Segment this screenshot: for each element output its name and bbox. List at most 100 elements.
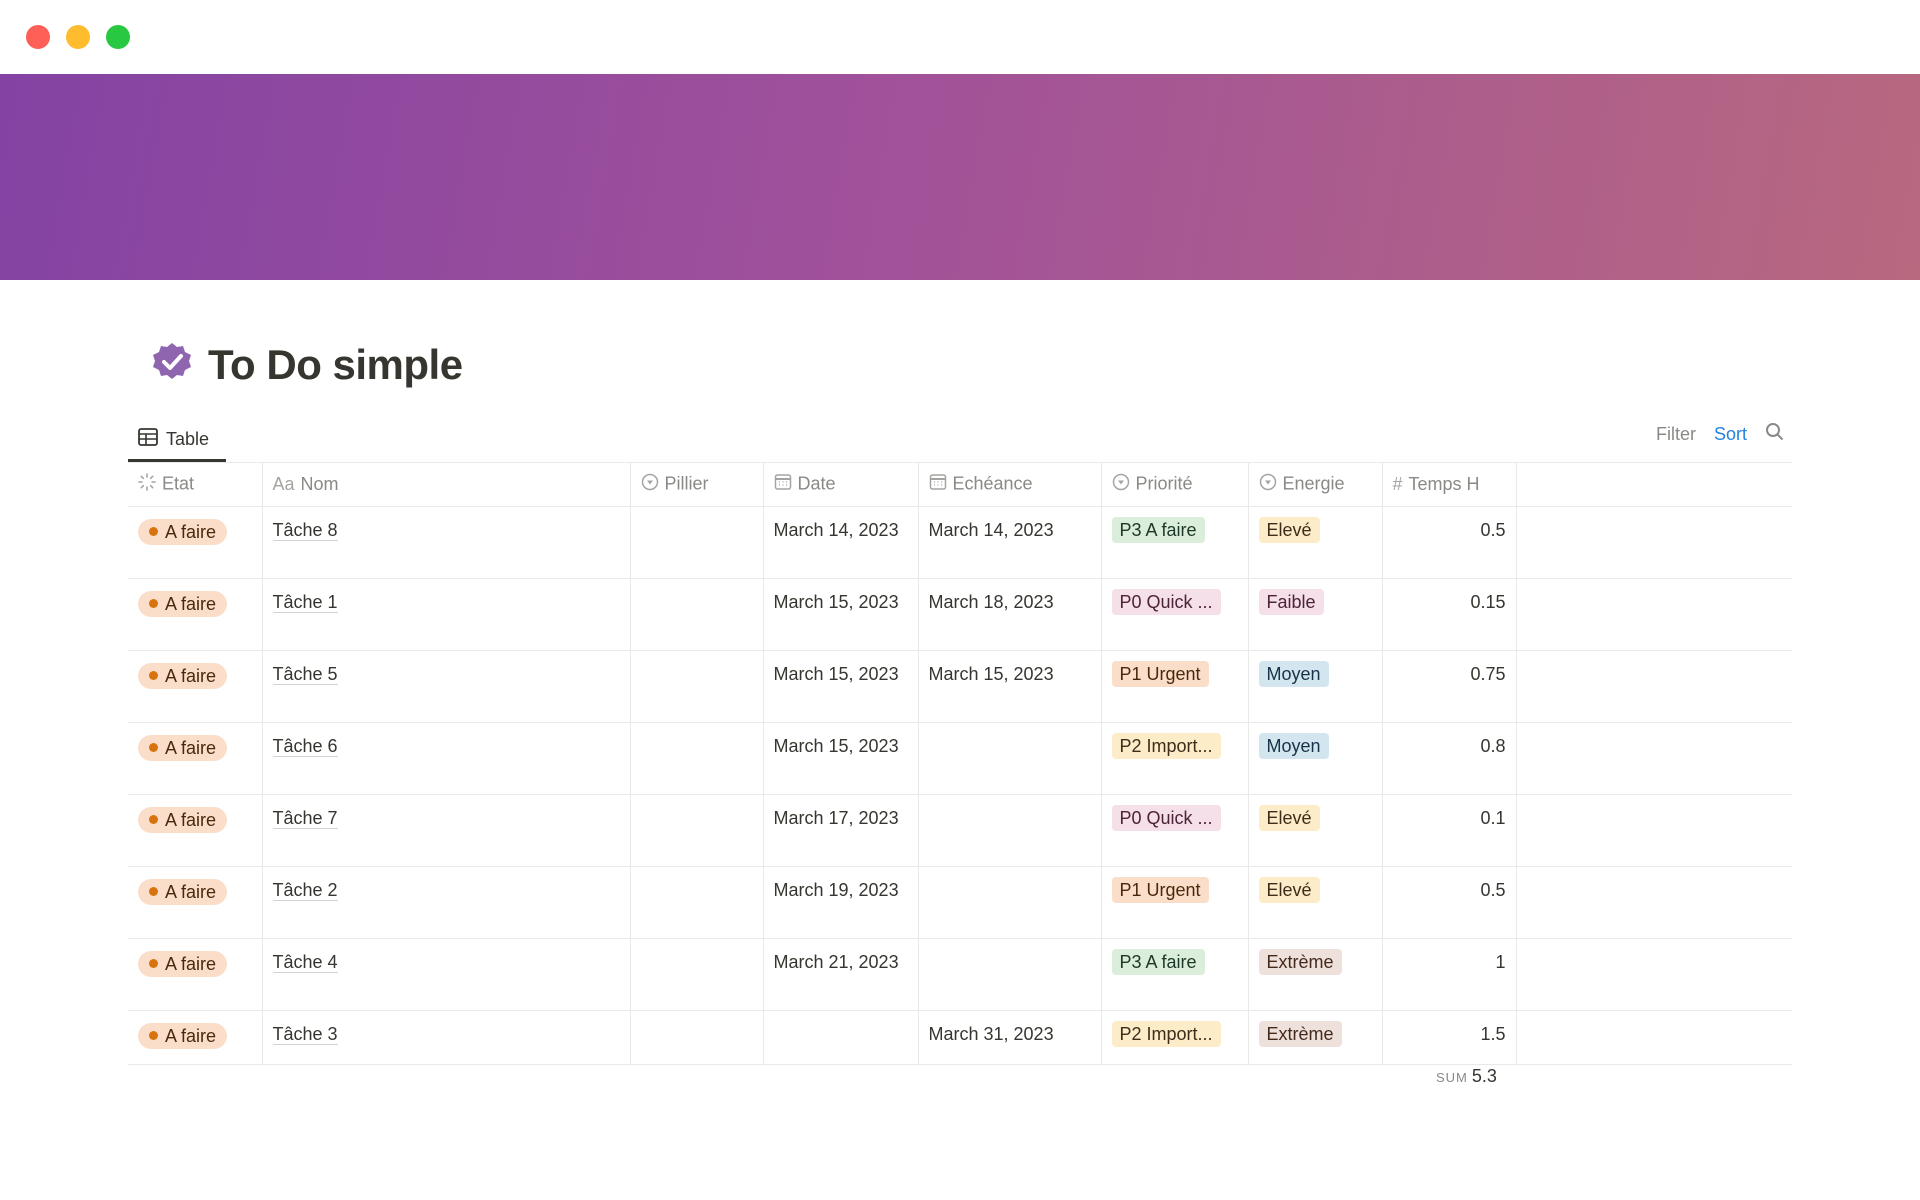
task-name-link[interactable]: Tâche 8: [272, 520, 338, 541]
filter-button[interactable]: Filter: [1655, 424, 1696, 444]
column-header-energie[interactable]: Energie: [1248, 462, 1383, 507]
task-name-link[interactable]: Tâche 7: [272, 808, 338, 829]
cell-nom[interactable]: Tâche 8: [262, 506, 631, 579]
select-icon: [1112, 473, 1130, 496]
column-header-priorité[interactable]: Priorité: [1101, 462, 1249, 507]
cell-echeance[interactable]: [918, 794, 1102, 867]
cell-nom[interactable]: Tâche 1: [262, 578, 631, 651]
table-row[interactable]: A faire Tâche 4 March 21, 2023 P3 A fair…: [128, 938, 1792, 1011]
table-row[interactable]: A faire Tâche 8 March 14, 2023 March 14,…: [128, 506, 1792, 579]
cell-energie[interactable]: Faible: [1248, 578, 1383, 651]
task-name-link[interactable]: Tâche 5: [272, 664, 338, 685]
column-header-etat[interactable]: Etat: [128, 462, 263, 507]
cell-echeance[interactable]: March 31, 2023: [918, 1010, 1102, 1065]
cell-pillier[interactable]: [630, 722, 764, 795]
cell-etat[interactable]: A faire: [128, 722, 263, 795]
cell-etat[interactable]: A faire: [128, 506, 263, 579]
cell-nom[interactable]: Tâche 7: [262, 794, 631, 867]
cell-temps[interactable]: 0.1: [1382, 794, 1517, 867]
cell-priorite[interactable]: P3 A faire: [1101, 938, 1249, 1011]
cell-temps[interactable]: 0.15: [1382, 578, 1517, 651]
cell-energie[interactable]: Elevé: [1248, 794, 1383, 867]
cell-date[interactable]: March 15, 2023: [763, 722, 919, 795]
cell-etat[interactable]: A faire: [128, 1010, 263, 1065]
minimize-window-button[interactable]: [66, 25, 90, 49]
cell-echeance[interactable]: [918, 722, 1102, 795]
cell-temps[interactable]: 1.5: [1382, 1010, 1517, 1065]
tab-table[interactable]: Table: [128, 420, 226, 462]
cell-temps[interactable]: 0.8: [1382, 722, 1517, 795]
cell-temps[interactable]: 0.5: [1382, 866, 1517, 939]
cell-echeance[interactable]: March 15, 2023: [918, 650, 1102, 723]
task-name-link[interactable]: Tâche 6: [272, 736, 338, 757]
cell-etat[interactable]: A faire: [128, 794, 263, 867]
sort-button[interactable]: Sort: [1713, 424, 1747, 444]
cell-date[interactable]: [763, 1010, 919, 1065]
cell-priorite[interactable]: P0 Quick ...: [1101, 794, 1249, 867]
column-header-pillier[interactable]: Pillier: [630, 462, 764, 507]
task-name-link[interactable]: Tâche 4: [272, 952, 338, 973]
cell-etat[interactable]: A faire: [128, 578, 263, 651]
cell-echeance[interactable]: [918, 938, 1102, 1011]
cell-priorite[interactable]: P2 Import...: [1101, 722, 1249, 795]
cell-nom[interactable]: Tâche 4: [262, 938, 631, 1011]
cell-etat[interactable]: A faire: [128, 866, 263, 939]
column-header-temps-h[interactable]: # Temps H: [1382, 462, 1517, 507]
cell-pillier[interactable]: [630, 650, 764, 723]
cell-pillier[interactable]: [630, 578, 764, 651]
cell-date[interactable]: March 21, 2023: [763, 938, 919, 1011]
cell-nom[interactable]: Tâche 3: [262, 1010, 631, 1065]
cell-energie[interactable]: Extrème: [1248, 938, 1383, 1011]
cell-nom[interactable]: Tâche 2: [262, 866, 631, 939]
cell-date[interactable]: March 14, 2023: [763, 506, 919, 579]
table-row[interactable]: A faire Tâche 6 March 15, 2023 P2 Import…: [128, 722, 1792, 795]
task-name-link[interactable]: Tâche 2: [272, 880, 338, 901]
cell-etat[interactable]: A faire: [128, 650, 263, 723]
cell-date[interactable]: March 15, 2023: [763, 650, 919, 723]
verified-badge-icon[interactable]: [150, 340, 194, 389]
cell-pillier[interactable]: [630, 794, 764, 867]
cell-energie[interactable]: Extrème: [1248, 1010, 1383, 1065]
cell-priorite[interactable]: P1 Urgent: [1101, 866, 1249, 939]
cell-priorite[interactable]: P1 Urgent: [1101, 650, 1249, 723]
cell-pillier[interactable]: [630, 938, 764, 1011]
cell-date[interactable]: March 19, 2023: [763, 866, 919, 939]
cell-echeance[interactable]: [918, 866, 1102, 939]
cell-priorite[interactable]: P2 Import...: [1101, 1010, 1249, 1065]
table-row[interactable]: A faire Tâche 5 March 15, 2023 March 15,…: [128, 650, 1792, 723]
cell-echeance[interactable]: March 14, 2023: [918, 506, 1102, 579]
table-row[interactable]: A faire Tâche 3 March 31, 2023 P2 Import…: [128, 1010, 1792, 1065]
maximize-window-button[interactable]: [106, 25, 130, 49]
cell-date[interactable]: March 15, 2023: [763, 578, 919, 651]
cell-energie[interactable]: Moyen: [1248, 722, 1383, 795]
cell-pillier[interactable]: [630, 1010, 764, 1065]
cell-priorite[interactable]: P3 A faire: [1101, 506, 1249, 579]
table-row[interactable]: A faire Tâche 7 March 17, 2023 P0 Quick …: [128, 794, 1792, 867]
cell-date[interactable]: March 17, 2023: [763, 794, 919, 867]
cell-echeance[interactable]: March 18, 2023: [918, 578, 1102, 651]
cell-pillier[interactable]: [630, 866, 764, 939]
column-header-date[interactable]: Date: [763, 462, 919, 507]
status-badge: A faire: [138, 518, 228, 545]
cell-pillier[interactable]: [630, 506, 764, 579]
cell-energie[interactable]: Elevé: [1248, 866, 1383, 939]
cell-temps[interactable]: 0.5: [1382, 506, 1517, 579]
task-name-link[interactable]: Tâche 1: [272, 592, 338, 613]
cell-nom[interactable]: Tâche 5: [262, 650, 631, 723]
table-row[interactable]: A faire Tâche 2 March 19, 2023 P1 Urgent…: [128, 866, 1792, 939]
cell-priorite[interactable]: P0 Quick ...: [1101, 578, 1249, 651]
search-icon[interactable]: [1765, 422, 1785, 447]
cell-energie[interactable]: Moyen: [1248, 650, 1383, 723]
table-row[interactable]: A faire Tâche 1 March 15, 2023 March 18,…: [128, 578, 1792, 651]
column-header-echéance[interactable]: Echéance: [918, 462, 1102, 507]
energy-tag: Moyen: [1258, 733, 1329, 759]
cell-empty: [1516, 1010, 1792, 1065]
cell-nom[interactable]: Tâche 6: [262, 722, 631, 795]
cell-etat[interactable]: A faire: [128, 938, 263, 1011]
column-header-nom[interactable]: Aa Nom: [262, 462, 631, 507]
task-name-link[interactable]: Tâche 3: [272, 1024, 338, 1045]
cell-temps[interactable]: 0.75: [1382, 650, 1517, 723]
cell-energie[interactable]: Elevé: [1248, 506, 1383, 579]
cell-temps[interactable]: 1: [1382, 938, 1517, 1011]
close-window-button[interactable]: [26, 25, 50, 49]
